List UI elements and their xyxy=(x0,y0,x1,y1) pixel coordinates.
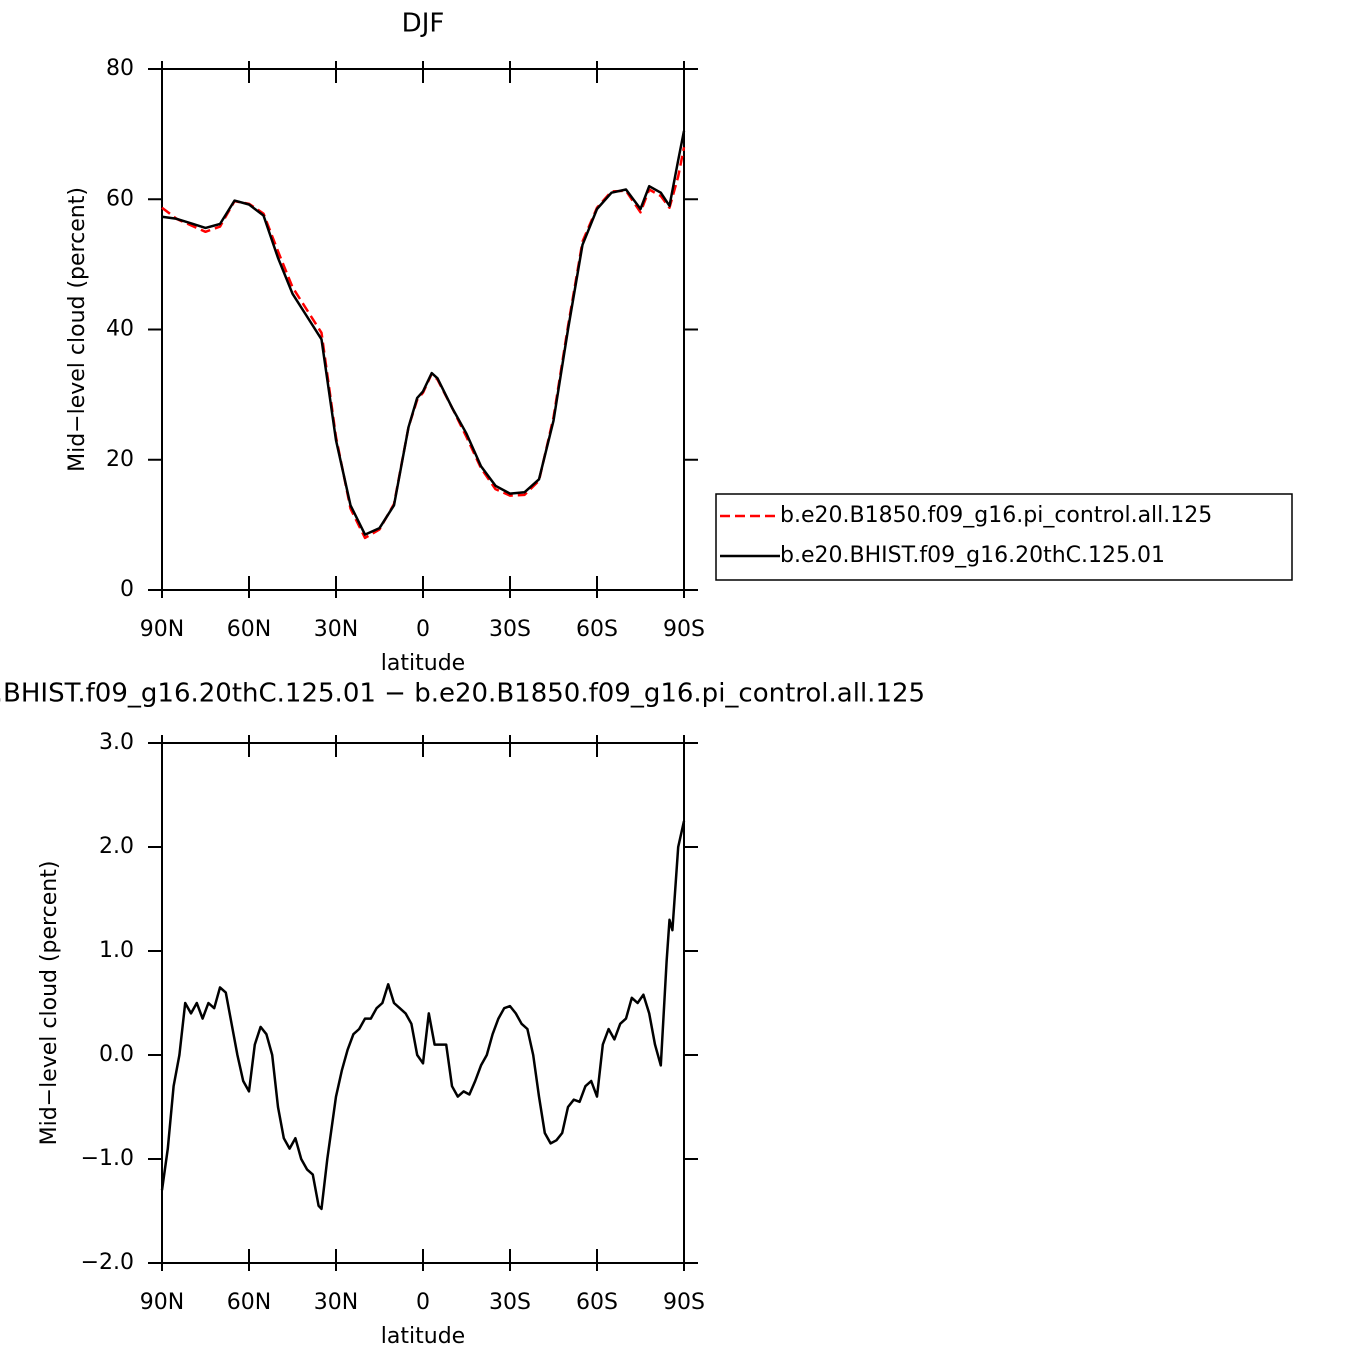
x-tick-label: 60S xyxy=(576,617,618,642)
y-tick-label: 0.0 xyxy=(99,1042,134,1067)
y-tick-label: 60 xyxy=(106,186,134,211)
y-axis-label: Mid−level cloud (percent) xyxy=(65,187,90,472)
y-tick-label: 20 xyxy=(106,447,134,472)
x-tick-label: 30S xyxy=(489,617,531,642)
x-tick-label: 30N xyxy=(314,1290,358,1315)
y-tick-label: 80 xyxy=(106,56,134,81)
x-axis-label: latitude xyxy=(381,651,465,676)
x-tick-label: 60N xyxy=(227,1290,271,1315)
y-axis-label: Mid−level cloud (percent) xyxy=(37,861,62,1146)
y-tick-label: 1.0 xyxy=(99,938,134,963)
x-tick-label: 90N xyxy=(140,617,184,642)
data-line xyxy=(160,820,686,1211)
chart-title: b.e20.BHIST.f09_g16.20thC.125.01 − b.e20… xyxy=(0,679,925,709)
x-tick-label: 90S xyxy=(663,1290,705,1315)
x-tick-label: 90S xyxy=(663,617,705,642)
plot-frame xyxy=(161,68,685,591)
x-tick-label: 0 xyxy=(416,1290,430,1315)
chart-title: DJF xyxy=(402,9,445,39)
x-tick-label: 30S xyxy=(489,1290,531,1315)
x-tick-label: 0 xyxy=(416,617,430,642)
plot-frame xyxy=(161,742,685,1264)
x-tick-label: 60N xyxy=(227,617,271,642)
x-tick-label: 60S xyxy=(576,1290,618,1315)
y-tick-label: −1.0 xyxy=(81,1146,134,1171)
y-tick-label: 40 xyxy=(106,317,134,342)
x-axis-label: latitude xyxy=(381,1324,465,1349)
legend-box xyxy=(715,493,1293,581)
y-tick-label: 3.0 xyxy=(99,730,134,755)
y-tick-label: 2.0 xyxy=(99,834,134,859)
data-line xyxy=(161,130,686,536)
y-tick-label: 0 xyxy=(120,577,134,602)
x-tick-label: 90N xyxy=(140,1290,184,1315)
y-tick-label: −2.0 xyxy=(81,1250,134,1275)
legend-label: b.e20.BHIST.f09_g16.20thC.125.01 xyxy=(780,543,1165,568)
x-tick-label: 30N xyxy=(314,617,358,642)
legend-label: b.e20.B1850.f09_g16.pi_control.all.125 xyxy=(780,503,1212,528)
data-line xyxy=(161,146,686,540)
